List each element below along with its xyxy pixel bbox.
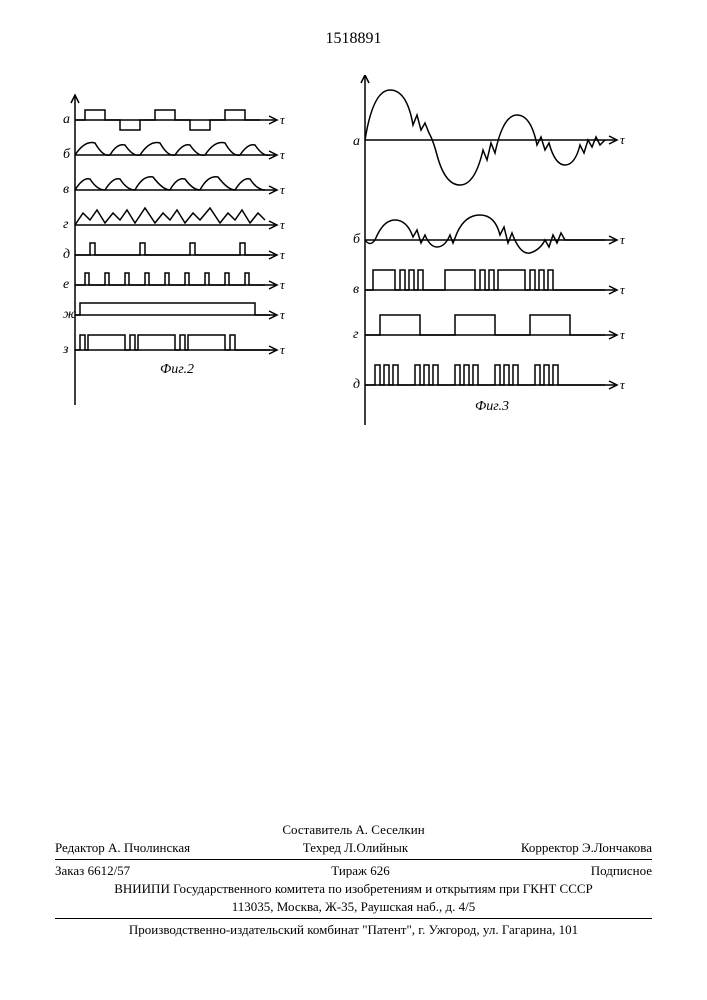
- fig2-row-zh-label: ж: [63, 307, 76, 322]
- fig2-row-d-label: д: [63, 247, 70, 262]
- corrector-label: Корректор: [521, 840, 579, 855]
- fig3-row-g-axis: τ: [620, 327, 626, 342]
- fig3-row-b-label: б: [353, 232, 361, 247]
- divider-2: [55, 918, 652, 919]
- order-value: 6612/57: [88, 863, 131, 878]
- fig3-row-v-axis: τ: [620, 282, 626, 297]
- figure-3: а τ б τ в τ г τ: [345, 75, 635, 445]
- address2-line: Производственно-издательский комбинат "П…: [55, 922, 652, 938]
- techred-block: Техред Л.Олийнык: [303, 840, 408, 856]
- fig2-row-b-label: б: [63, 147, 71, 162]
- org-line: ВНИИПИ Государственного комитета по изоб…: [55, 881, 652, 897]
- editor-label: Редактор: [55, 840, 105, 855]
- footer: Составитель А. Сеселкин Редактор А. Пчол…: [55, 820, 652, 940]
- fig3-row-a-axis: τ: [620, 132, 626, 147]
- fig2-row-a-label: а: [63, 112, 70, 127]
- figures-container: а τ б τ в τ г τ: [55, 75, 635, 445]
- fig3-row-b-axis: τ: [620, 232, 626, 247]
- composer-name: А. Сеселкин: [355, 822, 424, 837]
- fig3-caption: Фиг.3: [475, 399, 509, 414]
- fig2-row-g-axis: τ: [280, 217, 286, 232]
- fig2-row-z-axis: τ: [280, 342, 286, 357]
- order-line: Заказ 6612/57 Тираж 626 Подписное: [55, 863, 652, 879]
- techred-label: Техред: [303, 840, 341, 855]
- fig2-caption: Фиг.2: [160, 362, 194, 377]
- composer-line: Составитель А. Сеселкин: [55, 822, 652, 838]
- order-block: Заказ 6612/57: [55, 863, 130, 879]
- corrector-block: Корректор Э.Лончакова: [521, 840, 652, 856]
- fig2-row-v2-axis: τ: [280, 182, 286, 197]
- fig2-row-zh-axis: τ: [280, 307, 286, 322]
- fig2-row-a-axis: τ: [280, 112, 286, 127]
- editor-name: А. Пчолинская: [108, 840, 190, 855]
- fig2-row-g-label: г: [63, 217, 69, 232]
- staff-line: Редактор А. Пчолинская Техред Л.Олийнык …: [55, 840, 652, 856]
- order-label: Заказ: [55, 863, 84, 878]
- tirage-block: Тираж 626: [331, 863, 390, 879]
- subscription-text: Подписное: [591, 863, 652, 879]
- figure-2: а τ б τ в τ г τ: [55, 75, 295, 445]
- tirage-value: 626: [370, 863, 390, 878]
- fig3-row-d-label: д: [353, 377, 360, 392]
- composer-label: Составитель: [282, 822, 352, 837]
- corrector-name: Э.Лончакова: [582, 840, 652, 855]
- techred-name: Л.Олийнык: [344, 840, 408, 855]
- fig2-row-v-label: в: [63, 182, 69, 197]
- tirage-label: Тираж: [331, 863, 367, 878]
- fig2-row-e-label: е: [63, 277, 69, 292]
- fig2-row-d-axis: τ: [280, 247, 286, 262]
- fig3-row-d-axis: τ: [620, 377, 626, 392]
- fig3-row-g-label: г: [353, 327, 359, 342]
- fig3-row-a-label: а: [353, 134, 360, 149]
- fig2-row-b-axis: τ: [280, 147, 286, 162]
- divider-1: [55, 859, 652, 860]
- address1-line: 113035, Москва, Ж-35, Раушская наб., д. …: [55, 899, 652, 915]
- fig3-row-v-label: в: [353, 282, 359, 297]
- fig2-row-z-label: з: [62, 342, 69, 357]
- fig2-row-e-axis: τ: [280, 277, 286, 292]
- editor-block: Редактор А. Пчолинская: [55, 840, 190, 856]
- page-number: 1518891: [326, 30, 382, 48]
